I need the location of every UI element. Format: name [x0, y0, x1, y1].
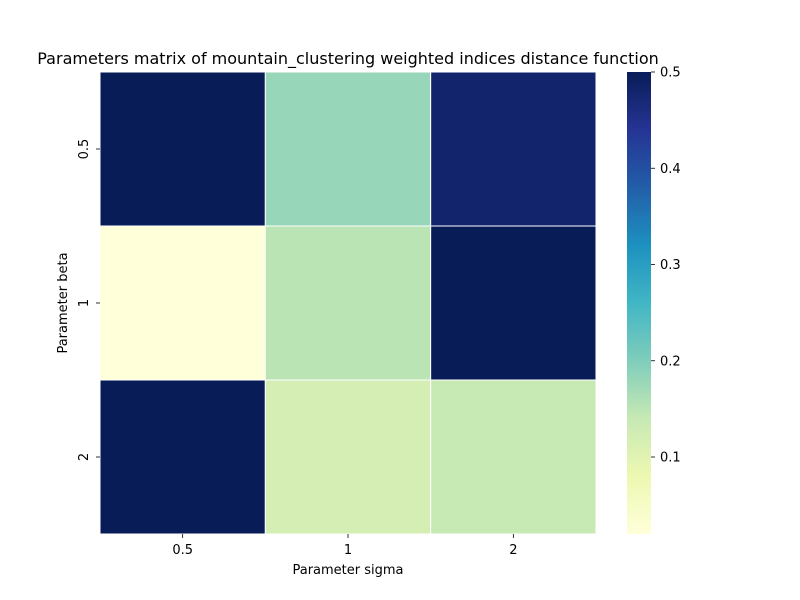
heatmap-cell [265, 380, 430, 534]
colorbar-ticks: 0.1 0.2 0.3 0.4 0.5 [651, 66, 681, 466]
chart-title: Parameters matrix of mountain_clustering… [37, 49, 659, 69]
x-tick-label: 2 [509, 543, 517, 558]
heatmap-cell [431, 226, 596, 380]
heatmap-cell [431, 72, 596, 226]
colorbar-tick-label: 0.2 [660, 354, 681, 369]
heatmap-cell [100, 380, 265, 534]
heatmap-cells [100, 72, 596, 534]
y-tick-label: 0.5 [77, 139, 92, 160]
colorbar-tick-label: 0.4 [660, 162, 681, 177]
heatmap-cell [265, 226, 430, 380]
colorbar [627, 72, 651, 534]
x-tick-label: 1 [344, 543, 352, 558]
heatmap-cell [100, 72, 265, 226]
heatmap-cell [431, 380, 596, 534]
y-tick-label: 1 [77, 299, 92, 307]
colorbar-tick-label: 0.5 [660, 66, 681, 81]
x-axis-ticks: 0.5 1 2 [172, 534, 517, 558]
heatmap-cell [265, 72, 430, 226]
y-axis-label: Parameter beta [56, 252, 71, 353]
x-axis-label: Parameter sigma [292, 563, 403, 578]
colorbar-tick-label: 0.1 [660, 451, 681, 466]
colorbar-tick-label: 0.3 [660, 258, 681, 273]
y-tick-label: 2 [77, 453, 92, 461]
heatmap-cell [100, 226, 265, 380]
x-tick-label: 0.5 [172, 543, 193, 558]
y-axis-ticks: 0.5 1 2 [77, 139, 100, 461]
